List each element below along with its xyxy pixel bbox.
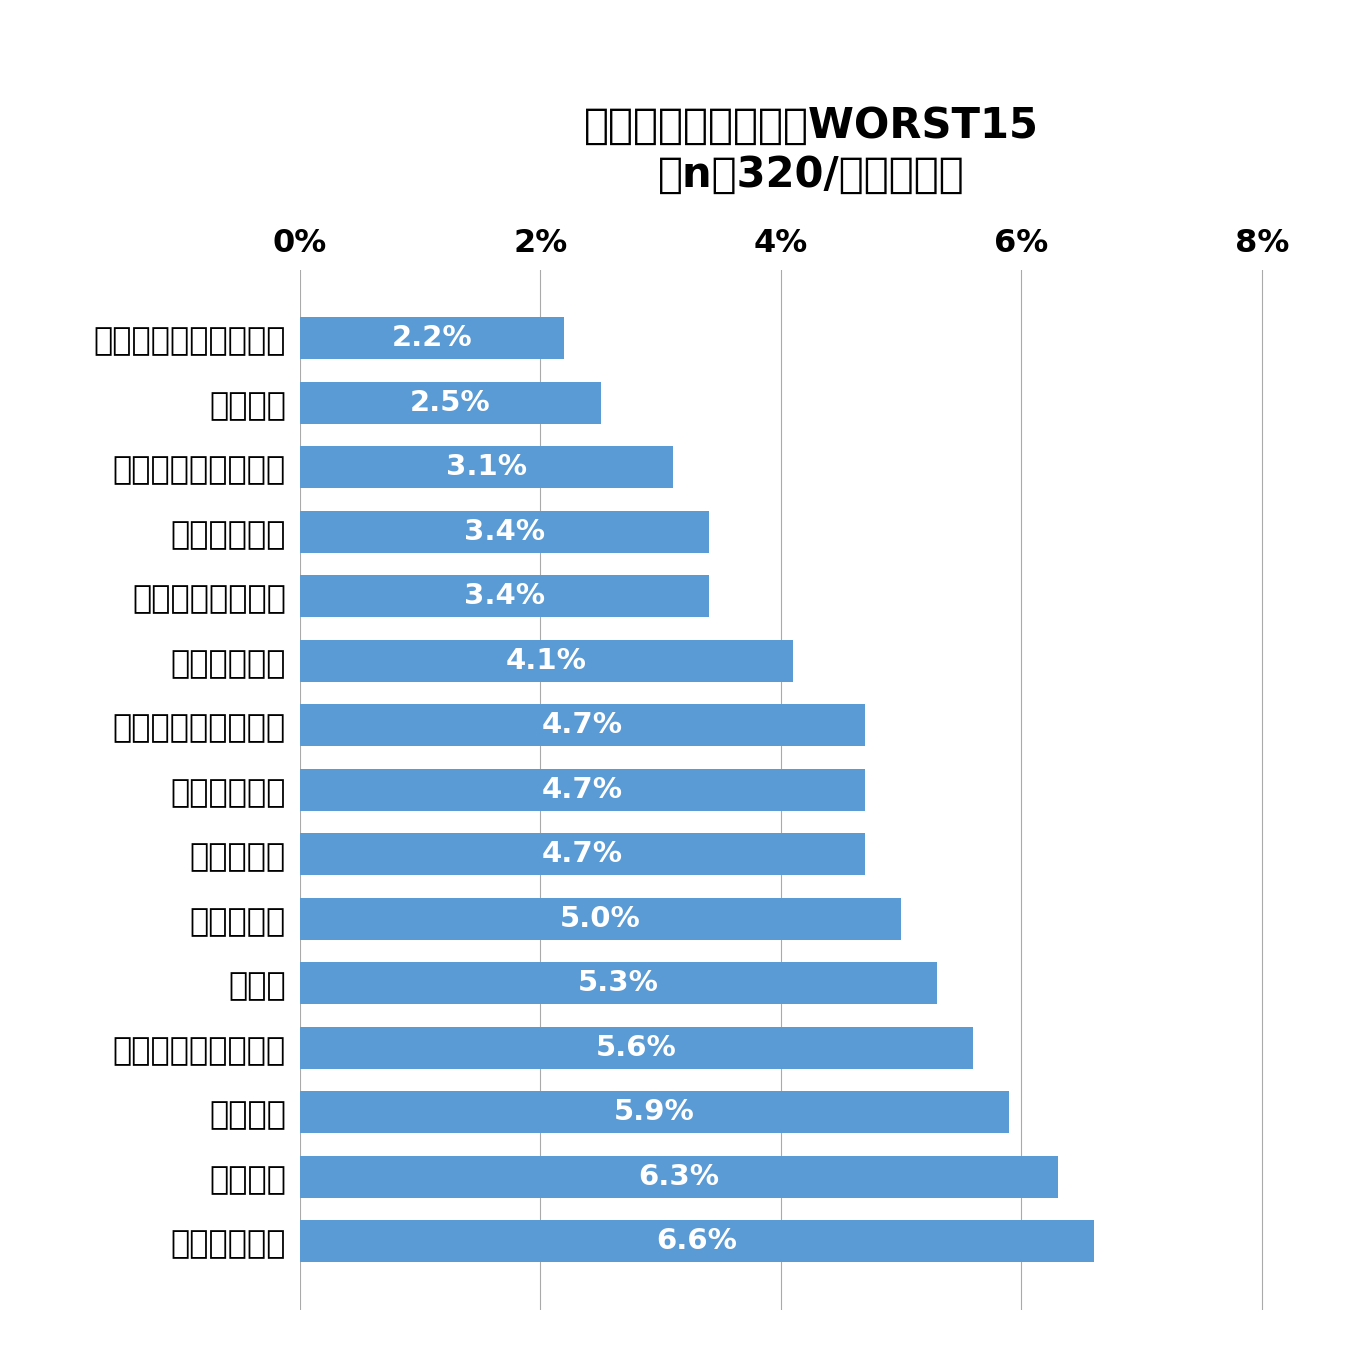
Bar — [300, 1220, 1093, 1262]
Text: 3.4%: 3.4% — [463, 582, 545, 610]
Text: 4.7%: 4.7% — [542, 776, 623, 803]
Bar — [300, 1027, 973, 1069]
Bar — [300, 447, 673, 489]
Bar — [300, 768, 866, 811]
Text: 5.3%: 5.3% — [578, 969, 658, 998]
Bar — [300, 1156, 1058, 1197]
Title: 選び方を変えたものWORST15
（n＝320/複数回答）: 選び方を変えたものWORST15 （n＝320/複数回答） — [583, 105, 1039, 196]
Text: 5.6%: 5.6% — [596, 1034, 677, 1061]
Bar — [300, 640, 793, 682]
Bar — [300, 382, 601, 424]
Text: 4.7%: 4.7% — [542, 840, 623, 868]
Text: 5.9%: 5.9% — [615, 1099, 695, 1126]
Text: 4.1%: 4.1% — [506, 647, 587, 675]
Text: 6.3%: 6.3% — [638, 1162, 720, 1191]
Text: 3.4%: 3.4% — [463, 518, 545, 545]
Text: 3.1%: 3.1% — [446, 454, 526, 481]
Bar — [300, 898, 901, 940]
Bar — [300, 575, 709, 617]
Text: 2.5%: 2.5% — [410, 389, 491, 417]
Text: 5.0%: 5.0% — [560, 904, 641, 933]
Bar — [300, 1091, 1010, 1133]
Bar — [300, 317, 564, 359]
Bar — [300, 833, 866, 875]
Bar — [300, 510, 709, 552]
Text: 6.6%: 6.6% — [657, 1227, 737, 1256]
Text: 2.2%: 2.2% — [391, 324, 473, 352]
Text: 4.7%: 4.7% — [542, 711, 623, 740]
Bar — [300, 963, 938, 1004]
Bar — [300, 705, 866, 747]
